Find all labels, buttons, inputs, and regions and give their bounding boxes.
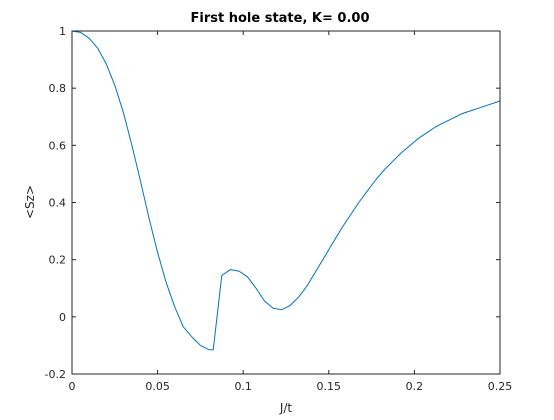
y-tick-label: 0.4	[49, 197, 67, 210]
x-tick-label: 0.05	[145, 380, 170, 393]
y-tick-label: -0.2	[45, 368, 66, 381]
series-group	[71, 30, 501, 351]
plot-frame	[71, 30, 501, 375]
y-tick-labels: -0.2 0 0.2 0.4 0.6 0.8 1	[45, 25, 66, 381]
y-tick-label: 0.2	[49, 254, 67, 267]
x-tick-label: 0.1	[234, 380, 252, 393]
y-tick-label: 0.6	[49, 139, 67, 152]
y-tick-label: 0.8	[49, 82, 67, 95]
chart-title: First hole state, K= 0.00	[191, 11, 370, 26]
x-tick-label: 0	[69, 380, 76, 393]
y-tick-label: 1	[59, 25, 66, 38]
y-tick-label: 0	[59, 311, 66, 324]
x-tick-label: 0.25	[488, 380, 513, 393]
x-tick-label: 0.2	[406, 380, 424, 393]
x-tick-labels: 0 0.05 0.1 0.15 0.2 0.25	[69, 380, 513, 393]
x-axis-label: J/t	[279, 401, 293, 415]
x-tick-label: 0.15	[317, 380, 342, 393]
plot-area	[72, 31, 500, 374]
series-line	[71, 30, 501, 351]
y-axis-label: <Sz>	[23, 185, 37, 219]
